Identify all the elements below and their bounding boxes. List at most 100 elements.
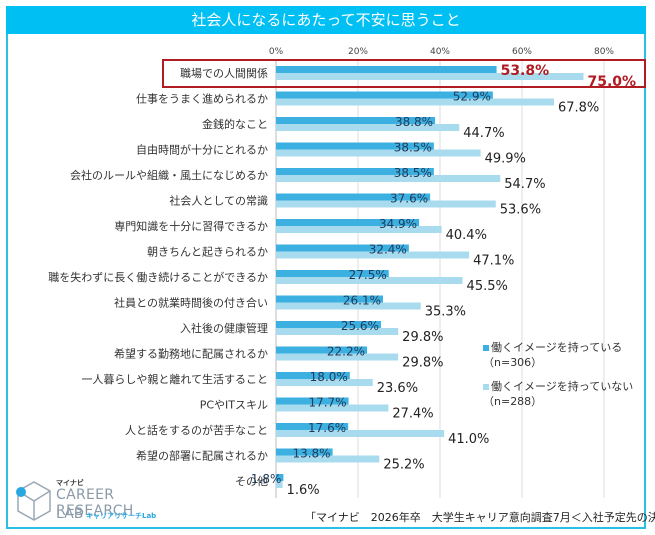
bar-series2 (276, 175, 501, 182)
bar-series2 (276, 353, 399, 361)
category-label: 一人暮らしや親と離れて生活すること (81, 372, 268, 386)
legend-label-series2: 働くイメージを持っていない (491, 380, 634, 393)
bar-series2 (276, 302, 421, 310)
category-label: 希望する勤務地に配属されるか (114, 347, 268, 361)
bar-series2 (276, 251, 470, 259)
category-label: 金銭的なこと (202, 117, 268, 131)
legend: 働くイメージを持っている （n=306） 働くイメージを持っていない （n=28… (483, 340, 633, 418)
data-label-series2: 35.3% (425, 305, 466, 320)
bar-series2 (276, 98, 554, 106)
data-label-series2: 27.4% (392, 407, 433, 422)
bar-series1 (276, 321, 381, 328)
bar-series2 (276, 481, 283, 488)
data-label-series2: 47.1% (473, 254, 514, 269)
legend-item-series1: 働くイメージを持っている （n=306） (483, 340, 633, 370)
legend-label-series1: 働くイメージを持っている (491, 341, 623, 354)
x-tick-label: 20% (348, 47, 368, 57)
bar-series2 (276, 379, 373, 386)
chart-title: 社会人になるにあたって不安に思うこと (6, 6, 646, 34)
data-label-series1: 38.8% (395, 115, 433, 129)
data-label-series1: 18.0% (310, 370, 348, 384)
data-label-series2: 45.5% (467, 279, 508, 294)
legend-n-series1: （n=306） (483, 356, 543, 369)
bar-series1 (276, 168, 434, 175)
data-label-series2: 29.8% (402, 356, 443, 371)
bar-series2 (276, 455, 380, 463)
category-label: 専門知識を十分に習得できるか (114, 219, 268, 233)
data-label-series2: 23.6% (377, 381, 418, 396)
career-research-lab-logo: マイナビ CAREER RESEARCH LAB キャリアリサーチLab (14, 478, 184, 526)
data-label-series1: 25.6% (341, 319, 379, 333)
bar-series1 (276, 219, 420, 226)
bar-series2 (276, 73, 584, 80)
data-label-series1: 27.5% (349, 268, 387, 282)
data-label-series2: 54.7% (504, 177, 545, 192)
data-label-series1: 17.6% (308, 421, 346, 435)
data-label-series1: 34.9% (379, 217, 417, 231)
category-label: 会社のルールや組織・風土になじめるか (70, 168, 268, 182)
bar-series1 (276, 66, 497, 73)
data-label-series1: 26.1% (343, 294, 381, 308)
data-label-series2: 41.0% (448, 432, 489, 447)
data-label-series2: 44.7% (463, 126, 504, 141)
x-tick-label: 60% (512, 47, 532, 57)
data-label-series2: 53.6% (500, 203, 541, 218)
category-label: 社会人としての常識 (169, 194, 268, 208)
bar-series1 (276, 91, 493, 99)
bar-series2 (276, 404, 389, 412)
bar-series1 (276, 295, 384, 303)
data-label-series2: 49.9% (485, 152, 526, 167)
bar-series1 (276, 397, 349, 405)
data-label-series1: 22.2% (327, 345, 365, 359)
bar-series1 (276, 448, 333, 456)
legend-swatch-series2 (483, 384, 489, 390)
bar-series1 (276, 270, 389, 277)
bar-series1 (276, 193, 431, 201)
bar-series2 (276, 124, 460, 131)
data-label-series1: 38.5% (394, 166, 432, 180)
legend-item-series2: 働くイメージを持っていない （n=288） (483, 379, 633, 409)
data-label-series1: 37.6% (390, 192, 428, 206)
x-tick-label: 0% (269, 47, 284, 57)
category-label: 人と話をするのが苦手なこと (125, 423, 268, 437)
x-tick-label: 80% (594, 47, 614, 57)
bar-series2 (276, 430, 445, 437)
category-label: 職場での人間関係 (180, 67, 268, 80)
category-label: 仕事をうまく進められるか (136, 93, 268, 106)
logo-brand-sub: キャリアリサーチLab (86, 512, 157, 520)
data-label-series1: 17.7% (308, 396, 346, 410)
bar-series2 (276, 328, 399, 335)
bar-series1 (276, 423, 349, 430)
category-label: 希望の部署に配属されるか (136, 449, 268, 463)
legend-swatch-series1 (483, 345, 489, 351)
logo-brand-small: マイナビ (56, 479, 84, 487)
category-label: その他 (235, 475, 268, 488)
legend-n-series2: （n=288） (483, 395, 543, 408)
bar-series1 (276, 142, 434, 150)
bar-series2 (276, 200, 496, 208)
data-label-series1: 1.8% (251, 472, 282, 486)
bar-series2 (276, 149, 481, 157)
cube-logo-icon (16, 481, 51, 521)
category-label: 職を失わずに長く働き続けることができるか (48, 270, 268, 284)
data-label-series1: 52.9% (453, 90, 491, 104)
bar-series1 (276, 244, 409, 252)
logo-brand-lab: LAB (56, 506, 84, 522)
bar-series2 (276, 226, 442, 233)
data-label-series1: 53.8% (501, 63, 550, 79)
data-label-series1: 32.4% (369, 243, 407, 257)
data-label-series1: 38.5% (394, 141, 432, 155)
bar-series1 (276, 474, 284, 481)
highlight-box (162, 59, 646, 88)
data-label-series2: 29.8% (402, 330, 443, 345)
category-label: 朝きちんと起きられるか (147, 246, 268, 259)
data-label-series2: 25.2% (383, 458, 424, 473)
category-label: 社員との就業時間後の付き合い (114, 296, 268, 310)
source-note: 「マイナビ 2026年卒 大学生キャリア意向調査7月＜入社予定先の決定と不安＞」 (305, 511, 655, 524)
data-label-series1: 13.8% (292, 447, 330, 461)
category-label: 自由時間が十分にとれるか (136, 143, 268, 157)
category-label: 入社後の健康管理 (180, 321, 268, 335)
bar-series1 (276, 372, 350, 379)
x-tick-label: 40% (430, 47, 450, 57)
